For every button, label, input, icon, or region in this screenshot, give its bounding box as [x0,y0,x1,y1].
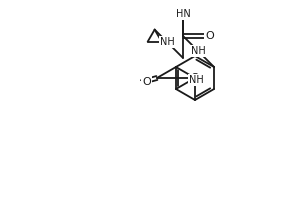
Text: NH: NH [191,46,206,56]
Text: O: O [142,77,151,87]
Text: O: O [206,31,214,41]
Text: O: O [190,73,200,83]
Text: HN: HN [176,9,190,19]
Text: NH: NH [160,37,175,47]
Text: NH: NH [189,75,203,85]
